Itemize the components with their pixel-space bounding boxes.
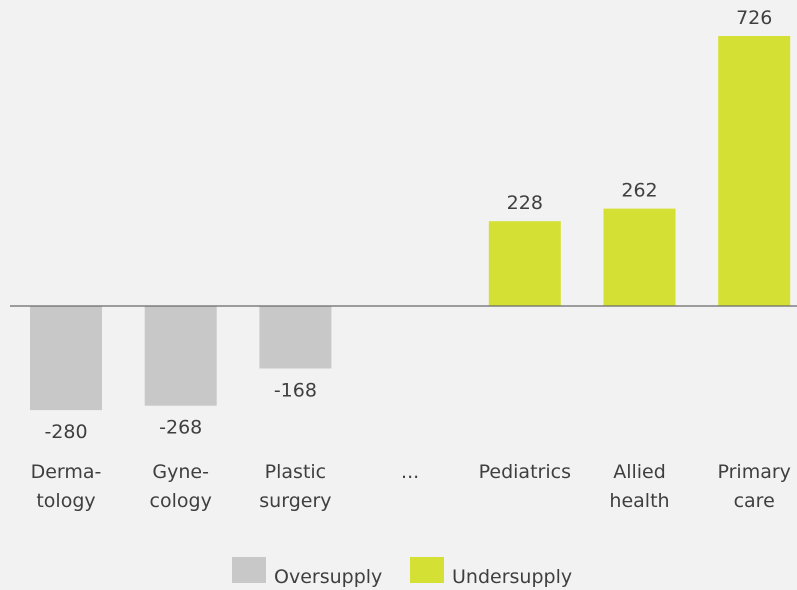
category-label-line: Primary [717, 461, 790, 483]
bar-plastic-surgery [259, 306, 332, 369]
category-label-line: care [734, 490, 775, 512]
category-label-line: surgery [259, 490, 331, 512]
category-label-primary-care: Primary care [717, 461, 790, 512]
value-label-plastic-surgery: -168 [274, 380, 317, 402]
legend-label-undersupply: Undersupply [452, 566, 572, 588]
category-label-plastic-surgery: Plastic surgery [259, 461, 331, 512]
category-label-line: ... [401, 461, 419, 483]
category-label-line: Derma- [31, 461, 102, 483]
bar-gyne-cology [144, 306, 217, 406]
category-label-line: Gyne- [152, 461, 209, 483]
value-label-primary-care: 726 [736, 7, 772, 29]
bar-primary-care [718, 36, 791, 306]
category-label-line: Plastic [265, 461, 326, 483]
bar-pediatrics [488, 221, 561, 306]
legend-swatch-undersupply [410, 557, 444, 583]
category-label-line: Allied [613, 461, 666, 483]
bar-allied-health [603, 208, 676, 306]
category-label-line: Pediatrics [479, 461, 571, 483]
category-label-gyne-cology: Gyne-cology [150, 461, 212, 512]
category-label-ellipsis: ... [401, 461, 419, 483]
legend-swatch-oversupply [232, 557, 266, 583]
category-label-line: health [609, 490, 669, 512]
category-label-line: tology [36, 490, 95, 512]
value-labels-group: -280 -268 -168 228 262 726 [44, 7, 772, 443]
value-label-gyne-cology: -268 [159, 417, 202, 439]
category-label-line: cology [150, 490, 212, 512]
category-label-derma-tology: Derma-tology [31, 461, 102, 512]
bars-group [30, 36, 791, 411]
value-label-allied-health: 262 [621, 180, 657, 202]
value-label-pediatrics: 228 [507, 192, 543, 214]
category-label-allied-health: Allied health [609, 461, 669, 512]
legend-label-oversupply: Oversupply [274, 566, 382, 588]
category-label-pediatrics: Pediatrics [479, 461, 571, 483]
value-label-derma-tology: -280 [44, 421, 87, 443]
bar-derma-tology [30, 306, 102, 411]
category-labels-group: Derma-tology Gyne-cology Plastic surgery...… [31, 461, 791, 512]
legend: Oversupply Undersupply [232, 557, 572, 588]
